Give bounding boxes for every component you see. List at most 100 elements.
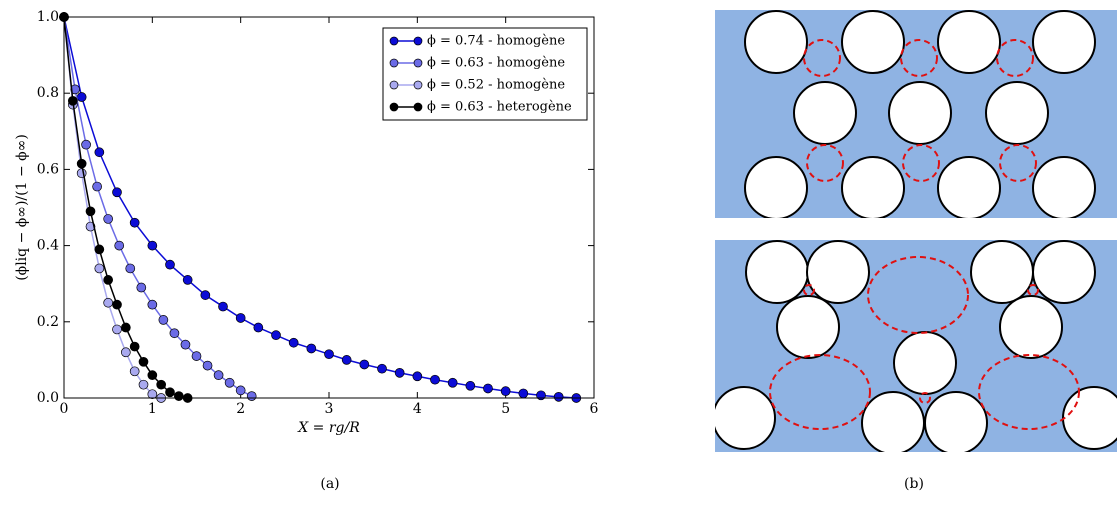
- point: [169, 328, 180, 339]
- point: [394, 368, 405, 378]
- series-line: [63, 16, 162, 399]
- particle: [744, 156, 808, 218]
- point: [76, 92, 87, 102]
- point: [112, 324, 122, 335]
- point: [218, 301, 228, 312]
- point: [129, 217, 140, 228]
- x-tick-label: 4: [413, 401, 422, 417]
- particle: [776, 295, 840, 359]
- point: [94, 147, 105, 158]
- particle: [985, 81, 1049, 145]
- particle: [893, 331, 957, 395]
- point: [465, 380, 476, 391]
- point: [235, 313, 246, 323]
- point: [306, 343, 317, 354]
- point: [158, 315, 169, 325]
- point: [271, 330, 281, 340]
- legend-marker: [389, 80, 399, 90]
- particle: [745, 240, 809, 304]
- particle: [793, 81, 857, 145]
- x-tick-label: 1: [148, 401, 157, 417]
- point: [76, 158, 87, 169]
- point: [430, 374, 440, 385]
- legend-marker: [413, 102, 423, 112]
- plot-frame: [63, 16, 595, 399]
- series-line: [63, 16, 253, 397]
- point: [138, 379, 149, 390]
- point: [447, 377, 458, 388]
- point: [94, 263, 105, 274]
- point: [200, 290, 211, 300]
- point: [129, 366, 140, 377]
- particle: [1062, 386, 1117, 450]
- point: [191, 351, 202, 361]
- point: [147, 299, 158, 310]
- y-tick-label: 1.0: [37, 9, 59, 25]
- point: [112, 299, 122, 310]
- particle: [841, 156, 905, 218]
- legend-label: ϕ = 0.63 - heterogène: [427, 100, 572, 115]
- pore: [919, 392, 931, 404]
- point: [182, 275, 193, 285]
- y-tick-label: 0.2: [37, 314, 59, 330]
- point: [359, 359, 370, 370]
- pore: [902, 144, 940, 182]
- point: [136, 282, 147, 293]
- pore: [803, 284, 815, 296]
- particle: [924, 391, 988, 452]
- particle: [970, 240, 1034, 304]
- point: [125, 263, 136, 274]
- legend-marker: [413, 80, 423, 90]
- caption-b: (b): [904, 476, 924, 492]
- x-tick-label: 2: [236, 401, 245, 417]
- particle: [1032, 156, 1096, 218]
- x-tick-label: 5: [501, 401, 510, 417]
- point: [94, 244, 105, 255]
- point: [500, 386, 511, 396]
- pore: [1027, 284, 1039, 296]
- pore: [996, 39, 1034, 77]
- point: [147, 389, 158, 400]
- y-tick-label: 0.8: [37, 85, 59, 101]
- point: [324, 349, 334, 360]
- point: [70, 84, 80, 95]
- point: [518, 388, 529, 399]
- legend-marker: [389, 58, 399, 68]
- point: [76, 168, 87, 179]
- particle: [999, 295, 1063, 359]
- particle: [1032, 10, 1096, 74]
- point: [165, 259, 175, 270]
- legend-marker: [413, 36, 423, 46]
- point: [114, 240, 125, 251]
- particle: [1032, 240, 1096, 304]
- point: [81, 139, 91, 150]
- point: [341, 355, 352, 365]
- point: [213, 370, 224, 380]
- legend-marker: [413, 58, 423, 68]
- particle: [841, 10, 905, 74]
- point: [138, 356, 149, 367]
- particle: [937, 156, 1001, 218]
- point: [67, 95, 78, 106]
- particle: [937, 10, 1001, 74]
- point: [103, 214, 114, 224]
- legend-marker: [389, 36, 399, 46]
- point: [92, 181, 102, 192]
- legend-label: ϕ = 0.63 - homogène: [427, 56, 565, 71]
- point: [202, 360, 213, 371]
- particle: [806, 240, 870, 304]
- point: [483, 383, 493, 394]
- pore: [806, 144, 844, 182]
- point: [103, 297, 114, 308]
- y-axis-label: (ϕliq − ϕ∞)/(1 − ϕ∞): [14, 134, 30, 281]
- point: [120, 322, 131, 333]
- point: [165, 387, 175, 398]
- point: [120, 347, 131, 358]
- y-tick-label: 0.0: [37, 390, 59, 406]
- pore: [978, 354, 1080, 430]
- diagram-top: [715, 10, 1117, 218]
- chart: 0 1 2 3 4 5 6 0.0 0.2 0.4 0.6 0.8 1.0 X = rg/R (ϕliq −…: [14, 9, 599, 436]
- legend-label: ϕ = 0.52 - homogène: [427, 78, 565, 93]
- particle: [715, 386, 776, 450]
- point: [246, 391, 257, 401]
